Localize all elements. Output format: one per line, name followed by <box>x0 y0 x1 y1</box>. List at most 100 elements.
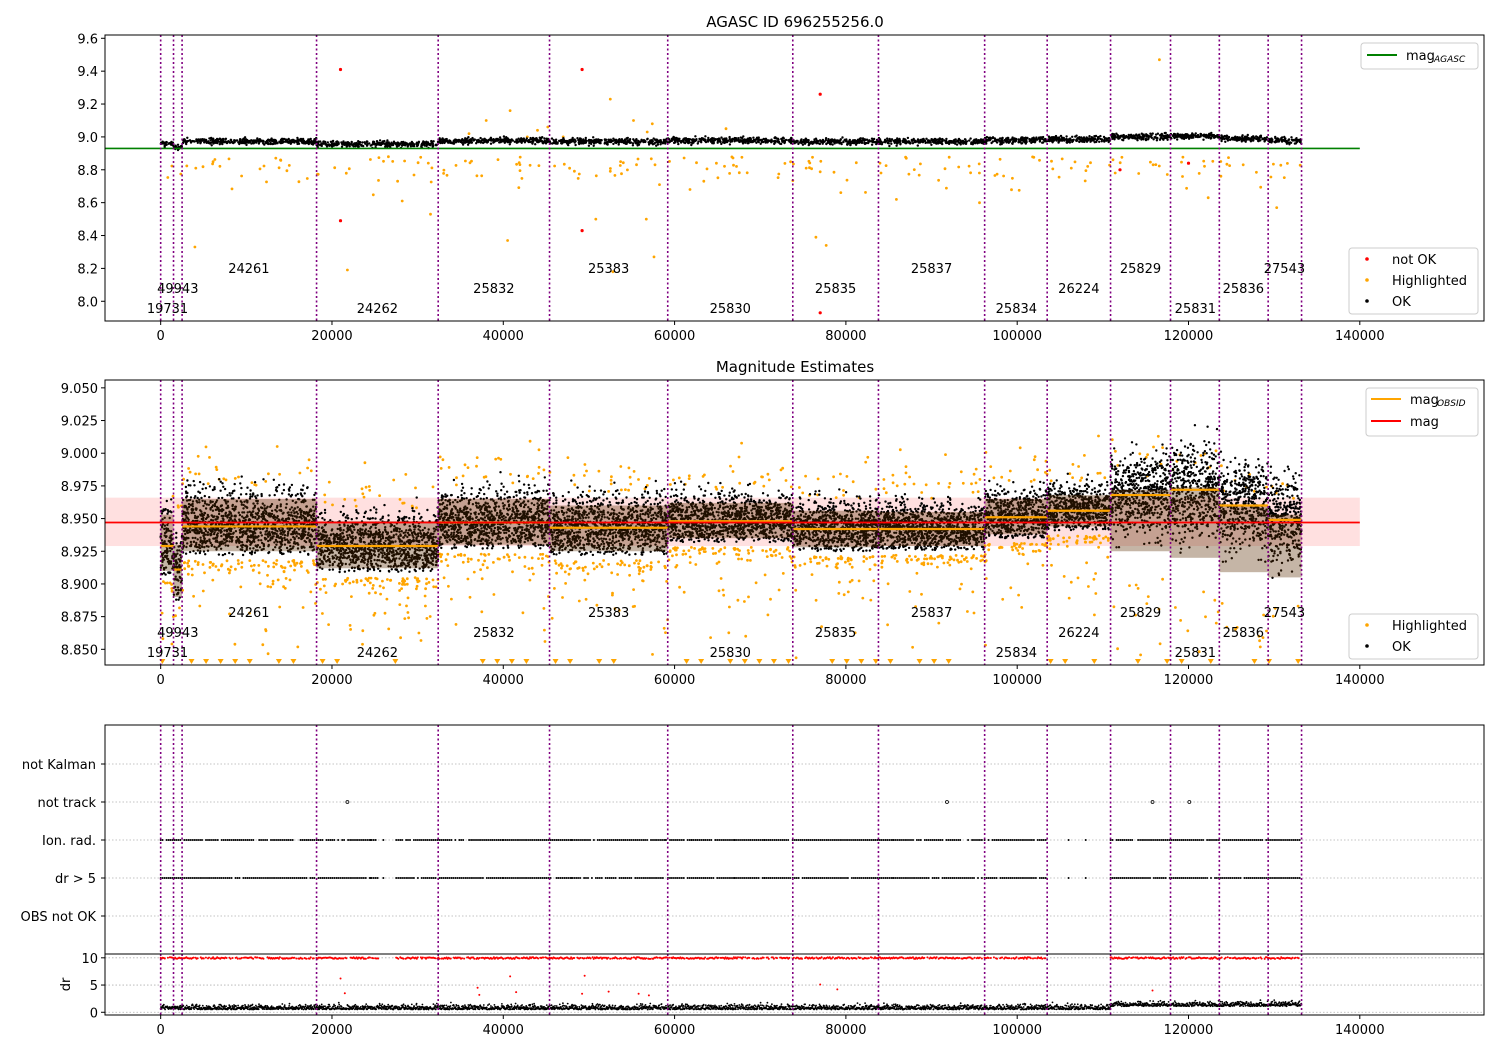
ok-point <box>492 138 495 141</box>
highlighted-point <box>804 474 807 478</box>
highlighted-point <box>502 555 506 559</box>
highlighted-point <box>453 555 457 558</box>
highlighted-point <box>687 549 691 552</box>
ok-point <box>281 141 284 144</box>
highlighted-point <box>429 180 433 184</box>
ok-point <box>400 140 403 144</box>
highlighted-point <box>976 490 980 493</box>
highlighted-point <box>647 477 651 480</box>
highlighted-point <box>264 560 268 564</box>
ok-point <box>368 142 371 145</box>
highlighted-point <box>975 557 978 560</box>
highlighted-point <box>653 163 657 167</box>
highlighted-point <box>299 562 302 565</box>
ok-point <box>1055 137 1058 140</box>
ok-point <box>766 139 769 142</box>
highlighted-point <box>594 174 598 178</box>
highlighted-point <box>1031 549 1035 553</box>
magnitude-estimates-panel: 1973149943242612426225832253832583025835… <box>61 379 1485 688</box>
highlighted-point <box>434 585 438 589</box>
highlighted-point <box>431 485 435 489</box>
highlighted-point <box>845 475 849 478</box>
ok-point <box>217 553 221 556</box>
highlighted-point <box>947 155 951 159</box>
highlighted-point <box>1185 186 1188 190</box>
ok-point <box>297 142 300 145</box>
highlighted-point <box>621 161 625 165</box>
ok-point <box>163 509 166 512</box>
ok-point <box>497 138 500 142</box>
highlighted-point <box>754 581 758 585</box>
highlighted-point <box>480 174 484 178</box>
ok-point <box>406 145 409 148</box>
highlighted-point <box>893 557 897 560</box>
highlighted-point <box>396 179 399 183</box>
highlighted-point <box>492 593 496 596</box>
ok-point <box>1119 135 1122 138</box>
highlighted-point <box>959 560 963 564</box>
highlighted-point <box>517 186 521 190</box>
highlighted-point <box>904 471 908 475</box>
highlighted-point <box>186 561 190 565</box>
plot-area: 1973149943242612426225832253832583025835… <box>105 380 1360 682</box>
ok-point <box>207 141 210 144</box>
highlighted-point <box>214 565 218 568</box>
highlighted-point <box>972 611 976 615</box>
highlighted-point <box>1197 172 1201 175</box>
highlighted-point <box>427 581 431 584</box>
ok-point <box>1174 133 1177 136</box>
ok-point <box>906 136 910 140</box>
highlighted-point <box>1295 679 1298 682</box>
highlighted-point <box>170 642 174 646</box>
highlighted-point <box>854 161 858 165</box>
highlighted-point <box>560 566 563 570</box>
highlighted-point <box>225 559 229 563</box>
highlighted-point <box>416 580 420 584</box>
ok-point <box>875 142 878 146</box>
highlighted-point <box>827 557 831 561</box>
highlighted-point <box>1200 667 1203 670</box>
highlighted-point <box>1180 160 1183 164</box>
highlighted-point <box>343 498 347 501</box>
highlighted-point <box>577 172 581 176</box>
highlighted-point <box>537 472 540 475</box>
highlighted-point <box>971 590 975 594</box>
ok-point <box>389 145 392 149</box>
highlighted-point <box>884 491 888 495</box>
highlighted-point <box>844 560 847 564</box>
highlighted-point <box>419 639 423 642</box>
highlighted-point <box>415 584 419 588</box>
ok-point <box>1115 132 1118 135</box>
highlighted-point <box>1029 480 1033 483</box>
ok-point <box>653 142 656 145</box>
ok-point <box>590 142 593 146</box>
ok-point <box>441 140 444 143</box>
highlighted-point <box>1009 586 1013 590</box>
highlighted-point <box>1146 453 1149 456</box>
highlighted-point <box>386 578 389 581</box>
highlighted-point <box>293 568 296 572</box>
ok-point <box>673 140 677 144</box>
highlighted-point <box>705 167 709 171</box>
ok-point <box>1263 137 1266 140</box>
highlighted-point <box>813 556 816 560</box>
ok-point <box>193 484 196 487</box>
highlighted-point <box>367 576 371 580</box>
ok-point <box>1205 136 1208 139</box>
highlighted-point <box>658 183 661 187</box>
ok-point <box>221 496 224 500</box>
highlighted-point <box>347 167 351 171</box>
highlighted-point <box>872 579 876 583</box>
highlighted-point <box>816 562 819 565</box>
highlighted-point <box>415 587 418 591</box>
ok-point <box>909 141 912 145</box>
highlighted-point <box>609 167 612 170</box>
highlighted-point <box>635 163 638 167</box>
ok-point <box>212 139 215 142</box>
highlighted-point <box>201 165 205 169</box>
highlighted-point <box>392 478 396 482</box>
ok-point <box>322 140 325 143</box>
ok-point <box>840 141 843 145</box>
highlighted-point <box>206 482 210 485</box>
ok-point <box>916 138 920 141</box>
